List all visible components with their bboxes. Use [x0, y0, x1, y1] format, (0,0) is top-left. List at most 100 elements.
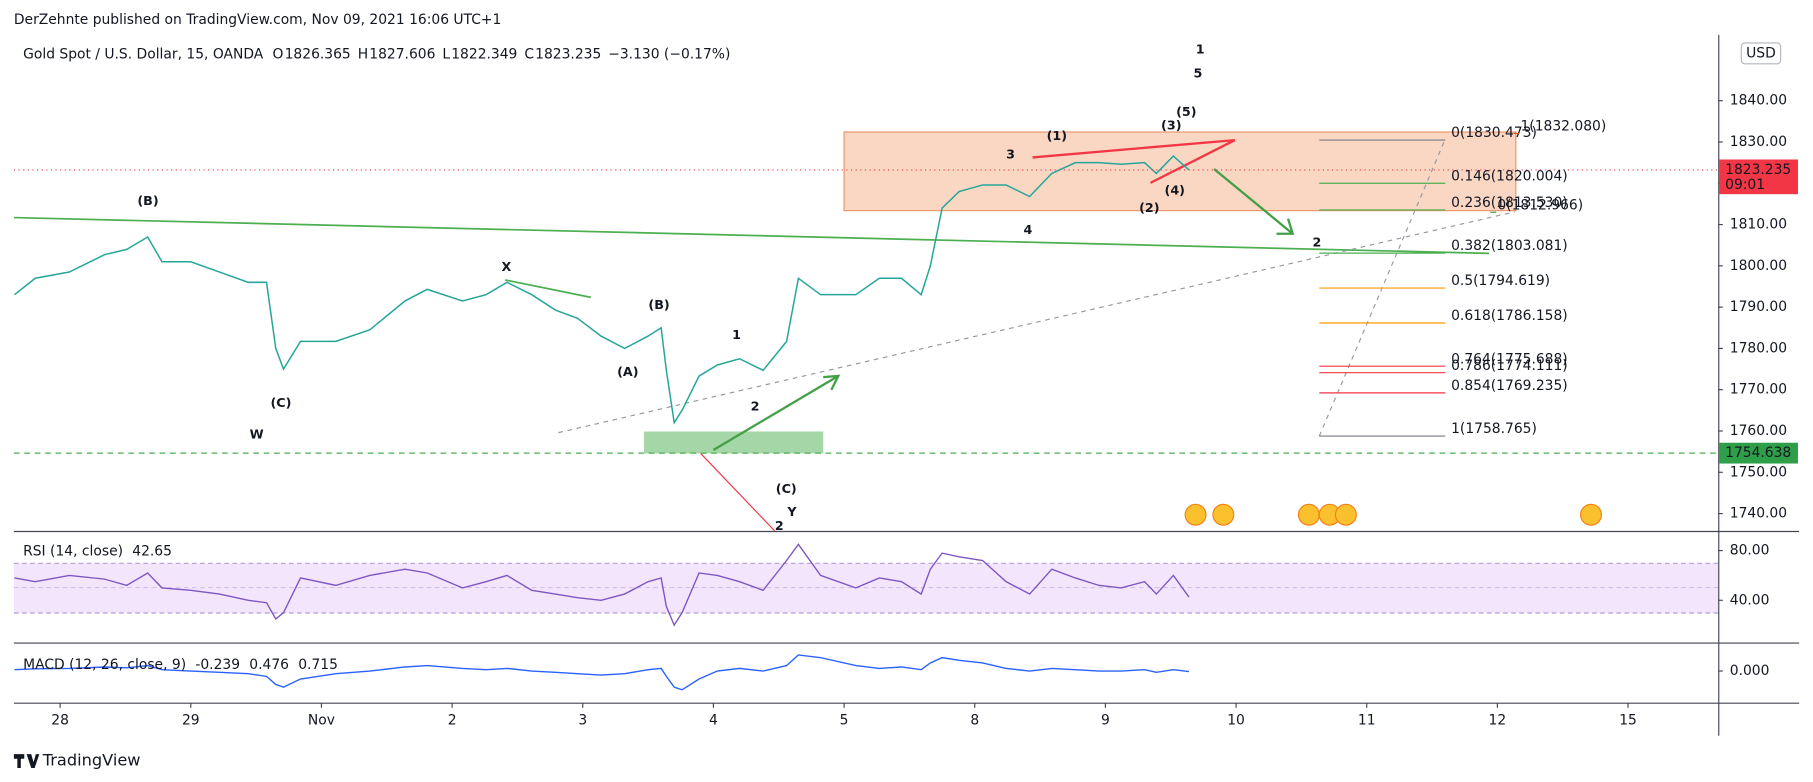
fib-label: 0.5(1794.619) — [1451, 273, 1550, 289]
wave-label: (2) — [1139, 200, 1159, 215]
wave-label: 2 — [1313, 235, 1322, 250]
fib-label: 0.382(1803.081) — [1451, 238, 1568, 254]
y-tick-label: 1780.00 — [1730, 340, 1787, 356]
wave-label: (5) — [1176, 104, 1196, 119]
x-tick-label: 3 — [578, 713, 587, 729]
symbol-title: Gold Spot / U.S. Dollar, 15, OANDA — [23, 47, 264, 63]
last-price-box — [1719, 159, 1798, 195]
currency: USD — [1746, 45, 1776, 61]
event-icon — [1297, 503, 1320, 526]
wave-label: (B) — [137, 193, 158, 208]
event-icon — [1580, 503, 1602, 526]
event-icon — [1334, 503, 1357, 526]
x-tick-label: Nov — [308, 713, 335, 729]
y-tick-label: 1830.00 — [1730, 134, 1787, 150]
arrow-down — [1213, 168, 1295, 235]
price-line — [13, 155, 1190, 425]
x-tick-label: 4 — [709, 713, 718, 729]
x-tick-label: 10 — [1227, 713, 1245, 729]
currency-box — [1740, 42, 1782, 65]
wave-label: 2 — [775, 518, 784, 533]
event-icon — [1184, 503, 1207, 526]
support-price: 1754.638 — [1725, 445, 1791, 461]
ohlc-value: 1827.606 — [369, 47, 435, 63]
fib-label: 1(1832.080) — [1520, 118, 1606, 134]
rsi-label: RSI (14, close) — [23, 544, 123, 560]
ohlc-label: C — [524, 47, 534, 63]
fib-label: 0.236(1813.530) — [1451, 195, 1568, 211]
countdown: 09:01 — [1725, 177, 1765, 193]
wave-label: (1) — [1047, 128, 1067, 143]
x-tick-label: 5 — [840, 713, 849, 729]
tv-logo — [13, 754, 40, 768]
macd-value: -0.239 — [195, 657, 240, 673]
y-tick-label: 1810.00 — [1730, 217, 1787, 233]
y-tick-label: 1790.00 — [1730, 299, 1787, 315]
y-tick-label: 1770.00 — [1730, 382, 1787, 398]
rsi-line — [14, 543, 1190, 627]
x-tick-label: 15 — [1619, 713, 1637, 729]
fib-label: 0.146(1820.004) — [1451, 168, 1568, 184]
fib-label: 0.786(1774.111) — [1451, 358, 1568, 374]
y-tick-label: 1750.00 — [1730, 464, 1787, 480]
wedge-line — [1149, 139, 1236, 184]
x-tick-label: 8 — [970, 713, 979, 729]
wave-label: 1 — [732, 327, 741, 342]
rsi-tick-label: 80.00 — [1730, 543, 1770, 559]
fib-label: 0.854(1769.235) — [1451, 378, 1568, 394]
y-tick-label: 1840.00 — [1730, 93, 1787, 109]
event-icons — [1184, 503, 1602, 526]
macd-tick-label: 0.000 — [1730, 663, 1770, 679]
x-tick-label: 29 — [182, 713, 200, 729]
macd-histogram: 0.715 — [298, 657, 338, 673]
wave-label: 4 — [1023, 222, 1032, 237]
rsi-tick-label: 40.00 — [1730, 592, 1770, 608]
wave-label: 2 — [751, 399, 760, 414]
ohlc-label: H — [358, 47, 368, 63]
wave-label: (4) — [1165, 182, 1185, 197]
arrow — [712, 168, 1295, 451]
arrow-up — [712, 374, 841, 451]
wedge-line — [1032, 138, 1235, 159]
x-tick-label: 2 — [448, 713, 457, 729]
ohlc-value: 1823.235 — [535, 47, 601, 63]
trendline — [13, 216, 1490, 255]
wave-label: Y — [786, 504, 797, 519]
wave-label: 3 — [1006, 147, 1015, 162]
fib-label: 1(1758.765) — [1451, 421, 1537, 437]
x-tick-label: 12 — [1489, 713, 1507, 729]
wave-label: (C) — [776, 481, 797, 496]
x-tick-label: 28 — [51, 713, 69, 729]
ohlc-value: 1822.349 — [451, 47, 517, 63]
wave-label: (B) — [648, 297, 669, 312]
fib-label: 0.764(1775.688) — [1451, 351, 1568, 367]
wave-label: (A) — [617, 364, 638, 379]
event-icon — [1212, 503, 1235, 526]
ohlc-label: L — [442, 47, 450, 63]
wave-label: (C) — [271, 395, 292, 410]
wave-label: X — [502, 259, 512, 274]
footer: TradingView — [42, 751, 141, 770]
wave-line — [700, 453, 776, 532]
wave-label: W — [250, 426, 264, 441]
ohlc-label: O — [273, 47, 284, 63]
demand-zone — [644, 431, 824, 454]
wave-label: 1 — [1196, 41, 1205, 56]
publisher: DerZehnte published on TradingView.com, … — [14, 12, 501, 28]
last-price: 1823.235 — [1725, 162, 1791, 178]
y-tick-label: 1740.00 — [1730, 506, 1787, 522]
y-tick-label: 1800.00 — [1730, 258, 1787, 274]
x-tick-label: 9 — [1101, 713, 1110, 729]
trendline-dashed — [558, 211, 1515, 434]
macd-label: MACD (12, 26, close, 9) — [23, 657, 186, 673]
fib-label: 0(1812.966) — [1497, 197, 1583, 213]
fib-label: 0(1830.473) — [1451, 125, 1537, 141]
support-box — [1719, 442, 1798, 464]
ohlc-value: 1826.365 — [285, 47, 351, 63]
change: −3.130 (−0.17%) — [608, 47, 730, 63]
wave-label: 5 — [1193, 66, 1202, 81]
x-tick-label: 11 — [1358, 713, 1376, 729]
rsi-value: 42.65 — [132, 544, 172, 560]
